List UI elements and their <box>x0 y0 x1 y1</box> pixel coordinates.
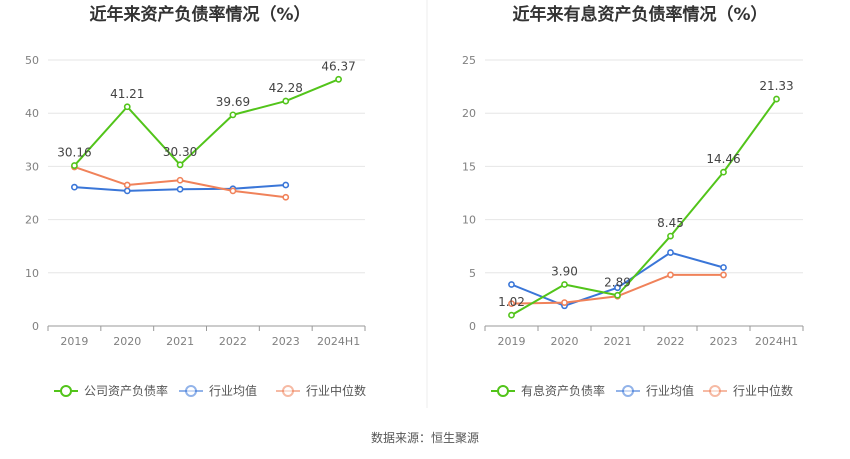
x-tick-label: 2020 <box>551 335 579 348</box>
series-point-0 <box>561 281 568 288</box>
series-point-1 <box>614 284 621 292</box>
y-tick-label: 30 <box>25 160 39 173</box>
debt-ratio-chart: 近年来资产负债率情况（%） 0 10 20 30 40 50 2019 2020 2021 2022… <box>25 4 366 398</box>
series-point-1 <box>720 264 727 271</box>
x-tick-label: 2022 <box>657 335 685 348</box>
data-label: 30.16 <box>57 146 91 160</box>
x-tick-label: 2024H1 <box>317 335 360 348</box>
y-tick-label: 0 <box>32 320 39 333</box>
y-tick-label: 50 <box>25 54 39 67</box>
series-point-0 <box>123 103 131 111</box>
x-tick-label: 2020 <box>113 335 141 348</box>
x-tick-label: 2024H1 <box>755 335 798 348</box>
x-tick-label: 2023 <box>272 335 300 348</box>
y-tick-label: 0 <box>469 320 476 333</box>
series-point-2 <box>123 181 131 189</box>
series-point-1 <box>176 185 184 193</box>
data-label: 39.69 <box>216 95 250 109</box>
x-tick-label: 2021 <box>604 335 632 348</box>
legend-label: 行业均值 <box>209 383 257 398</box>
x-tick-label: 2021 <box>166 335 194 348</box>
y-tick-label: 20 <box>25 214 39 227</box>
series-point-0 <box>720 168 727 176</box>
series-point-0 <box>773 95 780 103</box>
series-point-1 <box>508 281 515 288</box>
legend-marker-0 <box>60 385 72 397</box>
series-point-0 <box>667 232 674 240</box>
y-tick-label: 40 <box>25 107 39 120</box>
series-line-0 <box>510 98 778 317</box>
legend-label: 行业均值 <box>646 383 694 398</box>
x-tick-label: 2019 <box>60 335 88 348</box>
series-point-0 <box>282 97 290 105</box>
series-point-0 <box>614 291 621 299</box>
x-tick-label: 2019 <box>498 335 526 348</box>
y-tick-label: 25 <box>462 54 476 67</box>
series-point-1 <box>123 187 131 195</box>
y-tick-label: 20 <box>462 107 476 120</box>
series-point-2 <box>720 271 727 279</box>
series-point-1 <box>71 183 78 191</box>
series-line-0 <box>73 78 339 167</box>
source-note: 数据来源：恒生聚源 <box>371 430 479 445</box>
chart-title: 近年来有息资产负债率情况（%） <box>512 4 767 25</box>
data-label: 42.28 <box>269 81 303 95</box>
legend-label: 有息资产负债率 <box>521 383 605 398</box>
legend-marker-0 <box>497 385 509 397</box>
series-point-1 <box>667 249 674 256</box>
series-point-2 <box>229 187 237 195</box>
legend-label: 行业中位数 <box>733 383 793 398</box>
series-point-0 <box>71 162 78 169</box>
series-point-2 <box>561 299 568 306</box>
series-point-0 <box>508 311 515 319</box>
x-tick-label: 2022 <box>219 335 247 348</box>
series-point-0 <box>229 111 237 119</box>
data-label: 46.37 <box>321 59 355 73</box>
y-tick-label: 15 <box>462 160 476 173</box>
x-tick-label: 2023 <box>710 335 738 348</box>
y-tick-label: 10 <box>462 214 476 227</box>
y-tick-label: 10 <box>25 267 39 280</box>
series-point-0 <box>335 75 342 83</box>
data-label: 41.21 <box>110 87 144 101</box>
data-label: 8.45 <box>657 216 684 230</box>
legend-label: 行业中位数 <box>306 383 366 398</box>
data-label: 14.46 <box>706 152 740 166</box>
data-label: 21.33 <box>759 79 793 93</box>
data-label: 2.89 <box>604 275 631 289</box>
interest-debt-ratio-chart: 近年来有息资产负债率情况（%） 0 5 10 15 20 25 2019 2020 2021 202… <box>462 4 804 398</box>
legend-marker-1 <box>622 385 634 397</box>
data-label: 30.30 <box>163 145 197 159</box>
series-point-2 <box>667 271 674 279</box>
legend-label: 公司资产负债率 <box>84 383 168 398</box>
legend-marker-1 <box>185 385 197 397</box>
series-point-0 <box>176 161 184 169</box>
series-point-2 <box>508 300 515 308</box>
legend-marker-2 <box>282 385 294 397</box>
legend-marker-2 <box>709 385 721 397</box>
series-point-1 <box>282 181 290 189</box>
data-label: 3.90 <box>551 265 578 279</box>
chart-title: 近年来资产负债率情况（%） <box>89 4 310 25</box>
series-point-2 <box>176 176 184 184</box>
y-tick-label: 5 <box>469 267 476 280</box>
series-point-2 <box>282 193 290 201</box>
data-label: 1.02 <box>498 295 525 309</box>
